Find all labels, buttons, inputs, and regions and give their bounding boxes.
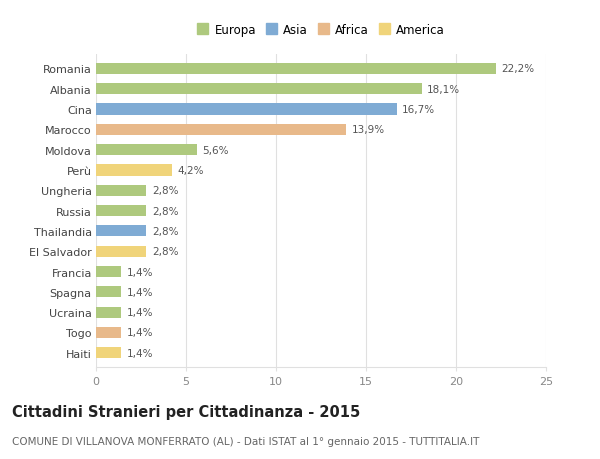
Text: 2,8%: 2,8% — [152, 186, 178, 196]
Text: 1,4%: 1,4% — [127, 287, 153, 297]
Bar — [96, 327, 121, 338]
Bar — [96, 226, 146, 237]
Bar — [96, 124, 346, 136]
Text: 18,1%: 18,1% — [427, 84, 460, 95]
Bar — [96, 246, 146, 257]
Bar — [96, 145, 197, 156]
Text: 16,7%: 16,7% — [402, 105, 435, 115]
Text: 5,6%: 5,6% — [202, 146, 229, 155]
Bar — [96, 206, 146, 217]
Bar — [96, 286, 121, 298]
Text: 2,8%: 2,8% — [152, 206, 178, 216]
Text: 1,4%: 1,4% — [127, 348, 153, 358]
Bar — [96, 64, 496, 75]
Text: 1,4%: 1,4% — [127, 308, 153, 318]
Text: 2,8%: 2,8% — [152, 246, 178, 257]
Text: 1,4%: 1,4% — [127, 328, 153, 338]
Text: 4,2%: 4,2% — [177, 166, 203, 176]
Text: 1,4%: 1,4% — [127, 267, 153, 277]
Text: COMUNE DI VILLANOVA MONFERRATO (AL) - Dati ISTAT al 1° gennaio 2015 - TUTTITALIA: COMUNE DI VILLANOVA MONFERRATO (AL) - Da… — [12, 436, 479, 446]
Text: 22,2%: 22,2% — [501, 64, 534, 74]
Bar — [96, 266, 121, 278]
Text: 13,9%: 13,9% — [352, 125, 385, 135]
Bar — [96, 307, 121, 318]
Bar — [96, 347, 121, 358]
Text: 2,8%: 2,8% — [152, 226, 178, 236]
Bar — [96, 165, 172, 176]
Bar — [96, 185, 146, 196]
Text: Cittadini Stranieri per Cittadinanza - 2015: Cittadini Stranieri per Cittadinanza - 2… — [12, 404, 360, 419]
Bar — [96, 84, 422, 95]
Bar — [96, 104, 397, 115]
Legend: Europa, Asia, Africa, America: Europa, Asia, Africa, America — [193, 20, 449, 40]
